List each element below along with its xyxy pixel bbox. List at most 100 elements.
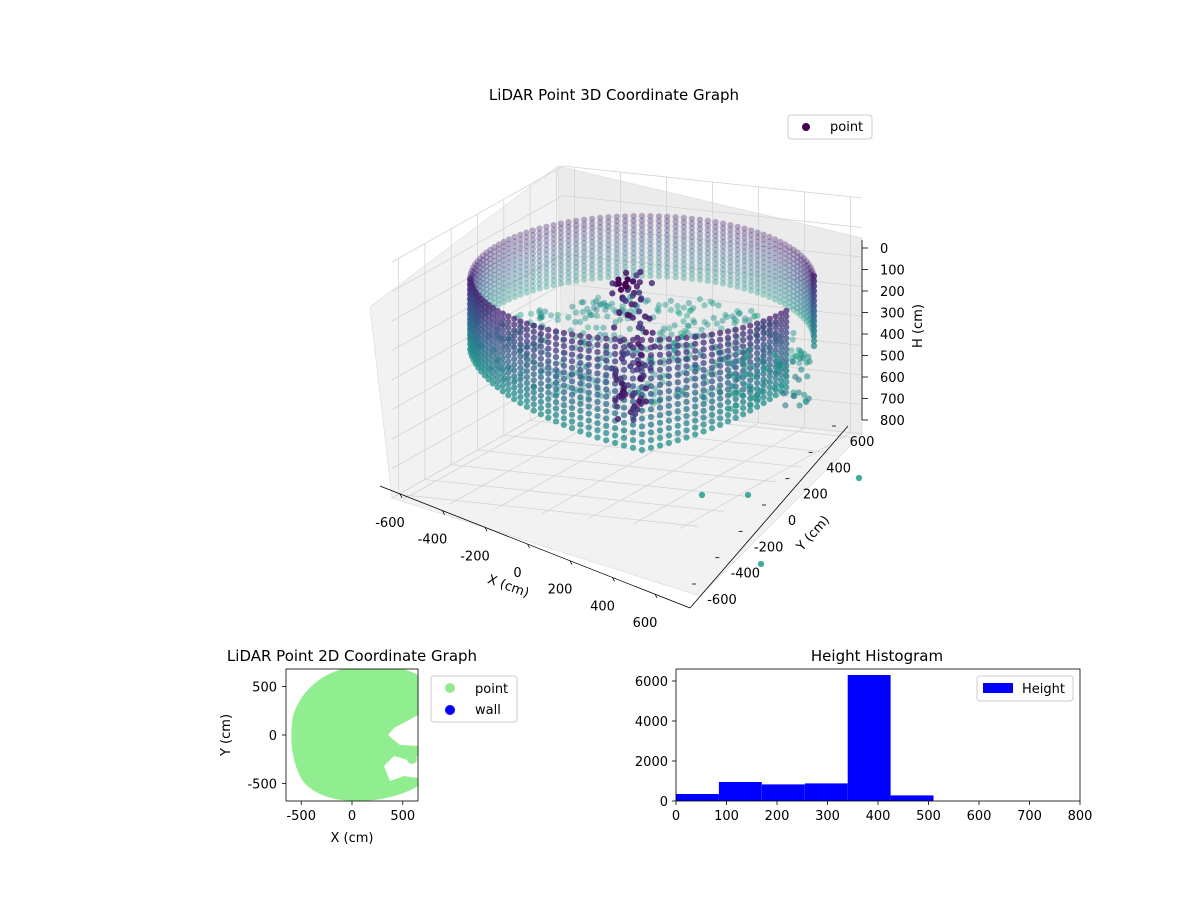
chart-3d-point xyxy=(797,298,805,305)
chart-3d-point xyxy=(613,227,620,234)
chart-3d-point xyxy=(511,257,518,264)
chart-3d-point xyxy=(724,411,732,419)
chart-3d-point xyxy=(647,217,654,224)
chart-3d-point xyxy=(747,328,754,335)
chart-3d-point xyxy=(612,350,619,358)
chart-3d-point xyxy=(748,264,755,271)
chart-3d-point xyxy=(741,244,748,251)
chart-3d-point xyxy=(672,255,679,262)
chart-3d-point xyxy=(810,302,818,310)
chart-3d-point xyxy=(760,376,767,383)
chart-3d-point xyxy=(772,324,779,331)
chart-3d-point xyxy=(795,389,802,396)
chart-3d-point xyxy=(717,395,724,402)
chart-3d-point xyxy=(720,257,727,264)
chart-3d-point xyxy=(720,234,727,241)
chart-3d-point xyxy=(603,350,610,357)
chart-3d-point xyxy=(741,257,748,264)
chart-3d-legend-label-point: point xyxy=(830,120,863,135)
chart-3d-point xyxy=(684,322,692,329)
chart-3d-point xyxy=(545,326,552,333)
chart-3d-point xyxy=(647,231,654,238)
chart-3d-point xyxy=(483,291,490,298)
chart-3d-point xyxy=(803,318,810,325)
chart-3d-point xyxy=(557,243,565,250)
chart-3d-point xyxy=(720,266,727,273)
chart-3d-point xyxy=(772,375,779,382)
chart-3d-point xyxy=(727,277,734,284)
chart-3d-point xyxy=(712,219,719,226)
chart-3d-point xyxy=(470,269,477,276)
chart-3d-point xyxy=(766,338,773,345)
chart-3d-point xyxy=(635,340,642,347)
chart-3d-point xyxy=(692,424,699,431)
chart-3d-point xyxy=(565,251,572,258)
chart-3d-point xyxy=(740,324,747,331)
chart-3d-point xyxy=(537,386,545,393)
chart-3d-point xyxy=(530,334,537,341)
chart-3d-point xyxy=(674,400,681,408)
chart-3d-point xyxy=(692,410,699,417)
chart-3d-point xyxy=(505,268,513,275)
chart-3d-point xyxy=(739,392,746,399)
chart-3d-point xyxy=(736,310,743,317)
chart-3d-point xyxy=(734,269,741,276)
chart-3d-point xyxy=(656,412,664,419)
chart-3d-point xyxy=(573,277,580,284)
chart-3d-point xyxy=(636,398,643,405)
chart-3d-point xyxy=(672,237,679,244)
chart-3d-point xyxy=(766,373,773,380)
chart-3d-point xyxy=(597,219,604,226)
chart-3d-point xyxy=(595,294,602,301)
chart-3d-point xyxy=(474,281,481,288)
chart-3d-point xyxy=(683,341,690,348)
chart-3d-point xyxy=(760,236,767,243)
chart-3d-point xyxy=(786,294,793,301)
chart-3d-point xyxy=(517,335,524,342)
chart-3d-point xyxy=(734,274,741,281)
chart-3d-point xyxy=(751,363,758,370)
chart-3d-point xyxy=(560,395,568,402)
chart-3d-point xyxy=(688,224,696,232)
chart-3d-point xyxy=(704,227,711,234)
chart-3d-point xyxy=(683,420,690,427)
chart-3d-point xyxy=(565,256,572,263)
chart-3d-point xyxy=(612,410,619,417)
chart-3d-point xyxy=(552,360,560,367)
chart-3d-points xyxy=(466,212,863,568)
chart-3d-point xyxy=(537,330,545,338)
chart-3d-point xyxy=(692,389,699,396)
chart-3d-point xyxy=(805,261,812,268)
chart-3d-point xyxy=(692,431,699,438)
chart-3d-point xyxy=(720,275,727,282)
chart-3d-point xyxy=(630,222,637,229)
chart-3d-point xyxy=(665,425,673,432)
chart-3d-point xyxy=(766,257,773,264)
chart-3d-point xyxy=(537,367,545,375)
chart-3d-point xyxy=(483,254,490,261)
chart-3d-point xyxy=(500,298,507,305)
chart-3d-point xyxy=(622,245,629,252)
chart-3d-point xyxy=(683,363,690,370)
chart-3d-point xyxy=(724,354,732,361)
chart-3d-point xyxy=(638,254,646,261)
chart-3d-point xyxy=(805,302,812,310)
chart-3d-point xyxy=(557,266,565,273)
chart-3d-point xyxy=(594,434,601,441)
chart-3d-point xyxy=(680,318,687,325)
chart-3d-point xyxy=(552,379,560,386)
chart-3d-point xyxy=(603,379,610,386)
chart-3d-point xyxy=(511,266,518,273)
chart-3d-point xyxy=(511,378,518,385)
chart-3d-point xyxy=(511,252,518,259)
chart-3d-point xyxy=(597,300,604,308)
chart-3d-point xyxy=(523,332,531,339)
chart-3d-point xyxy=(680,242,687,249)
chart-3d-point xyxy=(585,410,592,417)
chart-3d-point xyxy=(803,276,810,283)
chart-3d-point xyxy=(530,371,537,378)
chart-3d-point xyxy=(720,220,727,227)
chart-3d-point xyxy=(573,259,580,266)
chart-3d-point xyxy=(741,280,748,288)
chart-2d-legend-marker-wall xyxy=(445,705,455,715)
